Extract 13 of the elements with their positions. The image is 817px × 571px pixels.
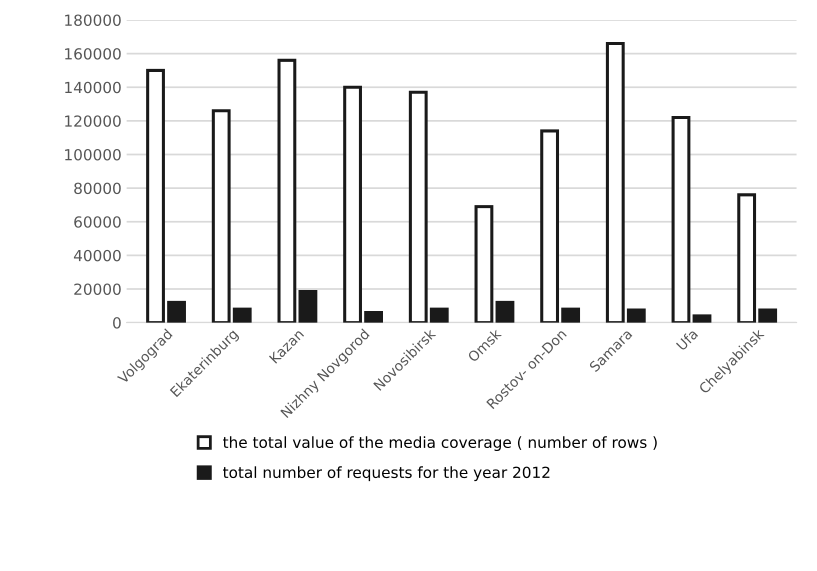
y-tick-label: 40000 xyxy=(74,250,121,262)
legend-label: the total value of the media coverage ( number of rows ) xyxy=(223,436,657,452)
y-tick-label: 120000 xyxy=(65,115,121,127)
y-tick-label: 140000 xyxy=(65,82,121,94)
x-tick-label: Ufa xyxy=(676,328,698,351)
y-tick-label: 20000 xyxy=(74,283,121,296)
y-tick-label: 100000 xyxy=(65,148,121,161)
legend-label: total number of requests for the year 2012 xyxy=(223,466,550,482)
y-tick-label: 160000 xyxy=(65,48,121,60)
y-tick-label: 60000 xyxy=(74,216,121,228)
y-tick-label: 180000 xyxy=(65,14,121,26)
y-tick-label: 0 xyxy=(113,317,121,329)
y-tick-label: 80000 xyxy=(74,182,121,194)
